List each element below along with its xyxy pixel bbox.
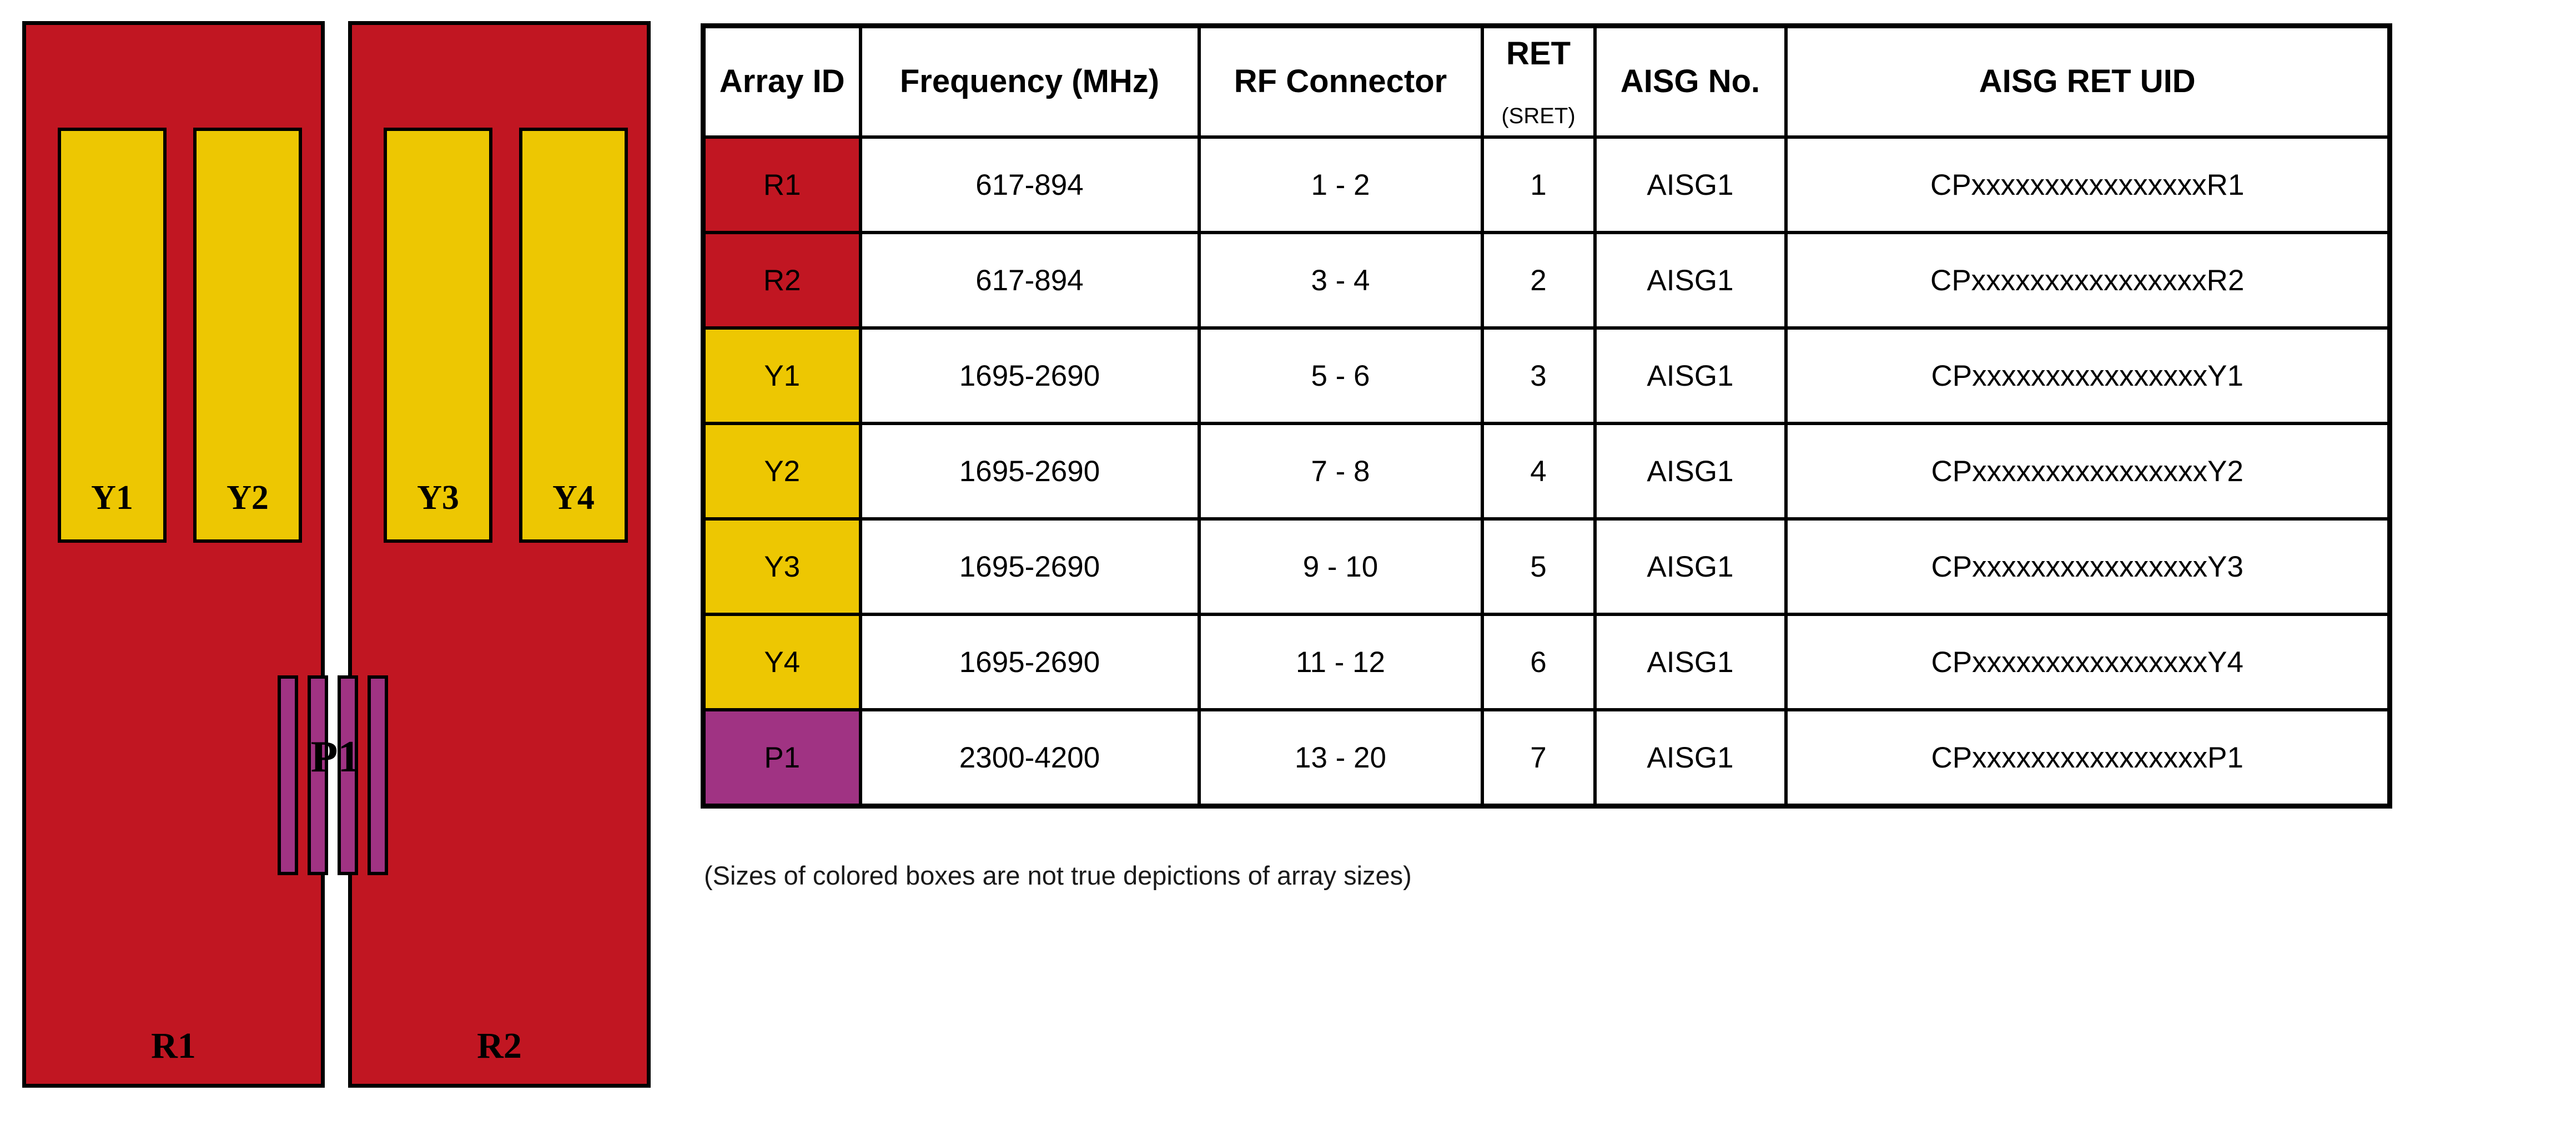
cell-aisg-no: AISG1: [1593, 135, 1788, 234]
cell-array-id: Y4: [701, 613, 862, 711]
cell-ret: 5: [1480, 517, 1597, 616]
cell-rf-connector: 3 - 4: [1197, 231, 1484, 330]
table-body: R1 617-894 1 - 2 1 AISG1 CPxxxxxxxxxxxxx…: [701, 135, 2392, 808]
array-box-y1: Y1: [58, 128, 167, 543]
table-row: Y3 1695-2690 9 - 10 5 AISG1 CPxxxxxxxxxx…: [701, 517, 2392, 616]
cell-rf-connector: 9 - 10: [1197, 517, 1484, 616]
cell-aisg-ret-uid: CPxxxxxxxxxxxxxxxxR1: [1784, 135, 2392, 234]
array-box-y2: Y2: [193, 128, 302, 543]
table-row: P1 2300-4200 13 - 20 7 AISG1 CPxxxxxxxxx…: [701, 708, 2392, 808]
cell-array-id: P1: [701, 708, 862, 808]
p1-array-bar-3: [338, 675, 358, 875]
panel-label-r2: R2: [477, 1026, 522, 1066]
cell-ret: 2: [1480, 231, 1597, 330]
table-header: Array ID Frequency (MHz) RF Connector RE…: [701, 24, 2392, 139]
cell-aisg-ret-uid: CPxxxxxxxxxxxxxxxxR2: [1784, 231, 2392, 330]
cell-array-id: Y2: [701, 422, 862, 521]
cell-rf-connector: 13 - 20: [1197, 708, 1484, 808]
table-row: R1 617-894 1 - 2 1 AISG1 CPxxxxxxxxxxxxx…: [701, 135, 2392, 234]
array-label-y2: Y2: [227, 479, 269, 517]
col-header-frequency: Frequency (MHz): [858, 24, 1201, 139]
array-label-y4: Y4: [552, 479, 595, 517]
cell-aisg-ret-uid: CPxxxxxxxxxxxxxxxxP1: [1784, 708, 2392, 808]
col-header-aisg-no: AISG No.: [1593, 24, 1788, 139]
cell-aisg-no: AISG1: [1593, 326, 1788, 425]
col-header-ret: RET (SRET): [1480, 24, 1597, 139]
col-header-rf-connector: RF Connector: [1197, 24, 1484, 139]
cell-ret: 3: [1480, 326, 1597, 425]
ret-header-stack: RET (SRET): [1486, 33, 1592, 131]
cell-aisg-no: AISG1: [1593, 708, 1788, 808]
col-header-array-id: Array ID: [701, 24, 862, 139]
cell-aisg-ret-uid: CPxxxxxxxxxxxxxxxxY1: [1784, 326, 2392, 425]
cell-array-id: Y3: [701, 517, 862, 616]
table-row: Y2 1695-2690 7 - 8 4 AISG1 CPxxxxxxxxxxx…: [701, 422, 2392, 521]
cell-frequency: 1695-2690: [858, 422, 1201, 521]
p1-array-bar-1: [278, 675, 298, 875]
cell-ret: 6: [1480, 613, 1597, 711]
cell-rf-connector: 7 - 8: [1197, 422, 1484, 521]
p1-array-bar-2: [308, 675, 328, 875]
cell-frequency: 1695-2690: [858, 613, 1201, 711]
cell-rf-connector: 1 - 2: [1197, 135, 1484, 234]
cell-aisg-ret-uid: CPxxxxxxxxxxxxxxxxY2: [1784, 422, 2392, 521]
cell-rf-connector: 5 - 6: [1197, 326, 1484, 425]
cell-frequency: 1695-2690: [858, 326, 1201, 425]
ret-header-main: RET: [1506, 35, 1571, 72]
cell-ret: 1: [1480, 135, 1597, 234]
cell-aisg-ret-uid: CPxxxxxxxxxxxxxxxxY3: [1784, 517, 2392, 616]
array-label-p1: P1: [310, 733, 360, 781]
panel-label-r1: R1: [151, 1026, 196, 1066]
cell-array-id: Y1: [701, 326, 862, 425]
cell-rf-connector: 11 - 12: [1197, 613, 1484, 711]
cell-frequency: 617-894: [858, 135, 1201, 234]
cell-frequency: 2300-4200: [858, 708, 1201, 808]
cell-aisg-no: AISG1: [1593, 422, 1788, 521]
cell-frequency: 1695-2690: [858, 517, 1201, 616]
cell-frequency: 617-894: [858, 231, 1201, 330]
cell-aisg-ret-uid: CPxxxxxxxxxxxxxxxxY4: [1784, 613, 2392, 711]
array-label-y3: Y3: [417, 479, 459, 517]
array-config-table: Array ID Frequency (MHz) RF Connector RE…: [701, 23, 2392, 809]
header-row: Array ID Frequency (MHz) RF Connector RE…: [701, 24, 2392, 139]
cell-ret: 7: [1480, 708, 1597, 808]
table-row: R2 617-894 3 - 4 2 AISG1 CPxxxxxxxxxxxxx…: [701, 231, 2392, 330]
array-box-y3: Y3: [384, 128, 492, 543]
cell-array-id: R2: [701, 231, 862, 330]
cell-aisg-no: AISG1: [1593, 517, 1788, 616]
table-row: Y4 1695-2690 11 - 12 6 AISG1 CPxxxxxxxxx…: [701, 613, 2392, 711]
cell-aisg-no: AISG1: [1593, 231, 1788, 330]
cell-array-id: R1: [701, 135, 862, 234]
ret-header-sub: (SRET): [1501, 103, 1576, 128]
cell-aisg-no: AISG1: [1593, 613, 1788, 711]
footnote: (Sizes of colored boxes are not true dep…: [704, 861, 1412, 890]
cell-ret: 4: [1480, 422, 1597, 521]
array-label-y1: Y1: [91, 479, 133, 517]
table-row: Y1 1695-2690 5 - 6 3 AISG1 CPxxxxxxxxxxx…: [701, 326, 2392, 425]
array-box-y4: Y4: [519, 128, 628, 543]
p1-array-bar-4: [368, 675, 388, 875]
col-header-aisg-ret-uid: AISG RET UID: [1784, 24, 2392, 139]
